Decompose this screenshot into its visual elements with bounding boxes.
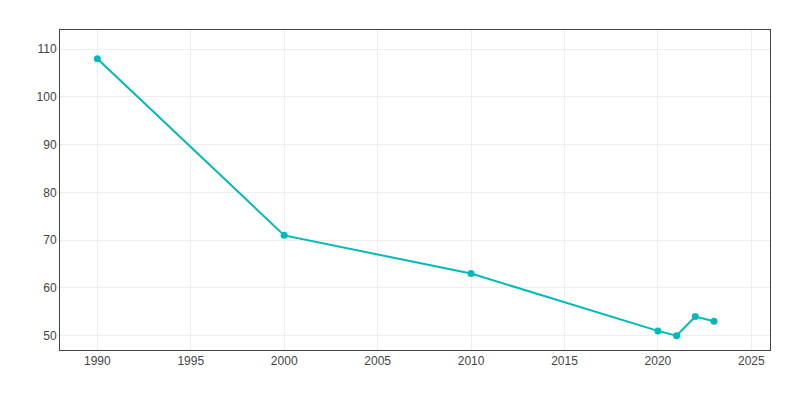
svg-text:1990: 1990 bbox=[84, 354, 111, 368]
svg-text:100: 100 bbox=[37, 90, 57, 104]
svg-text:2005: 2005 bbox=[364, 354, 391, 368]
svg-text:50: 50 bbox=[43, 329, 57, 343]
svg-text:2025: 2025 bbox=[738, 354, 765, 368]
svg-text:60: 60 bbox=[43, 281, 57, 295]
svg-text:2000: 2000 bbox=[271, 354, 298, 368]
svg-text:2010: 2010 bbox=[458, 354, 485, 368]
svg-text:1995: 1995 bbox=[177, 354, 204, 368]
svg-text:2020: 2020 bbox=[645, 354, 672, 368]
svg-text:110: 110 bbox=[37, 42, 56, 56]
svg-text:70: 70 bbox=[43, 233, 57, 247]
svg-text:90: 90 bbox=[43, 138, 57, 152]
svg-text:2015: 2015 bbox=[551, 354, 578, 368]
svg-text:80: 80 bbox=[43, 186, 57, 200]
